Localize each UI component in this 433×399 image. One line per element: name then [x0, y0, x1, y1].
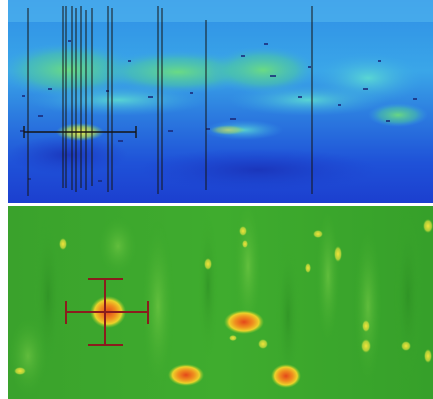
top-heatmap: [8, 0, 433, 203]
bottom-heatmap: [8, 206, 433, 399]
top-heatmap-panel: [8, 0, 433, 203]
crosshair-marker: [65, 278, 149, 346]
range-marker: [23, 126, 137, 138]
bottom-heatmap-panel: [8, 206, 433, 399]
vertical-lines: [27, 6, 313, 196]
